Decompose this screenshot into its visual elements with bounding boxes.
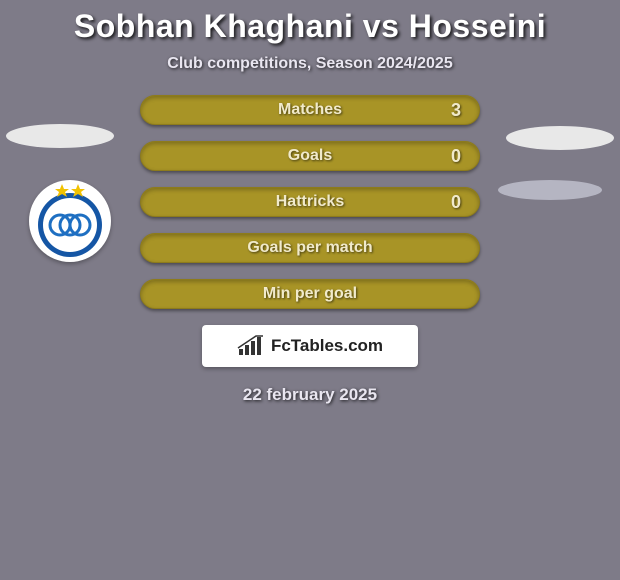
site-attribution: FcTables.com [202,325,418,367]
stat-label: Hattricks [141,193,479,211]
stat-value: 0 [451,146,461,167]
subtitle: Club competitions, Season 2024/2025 [0,55,620,73]
stat-value: 0 [451,192,461,213]
stat-row-min-per-goal: Min per goal [140,279,480,309]
stat-label: Goals per match [141,239,479,257]
stat-value: 3 [451,100,461,121]
bar-chart-icon [237,335,265,357]
stat-label: Matches [141,101,479,119]
stat-row-goals: Goals 0 [140,141,480,171]
stat-row-hattricks: Hattricks 0 [140,187,480,217]
stat-label: Goals [141,147,479,165]
date-label: 22 february 2025 [0,385,620,405]
page-title: Sobhan Khaghani vs Hosseini [0,0,620,45]
stat-rows: Matches 3 Goals 0 Hattricks 0 Goals per … [0,95,620,309]
stat-label: Min per goal [141,285,479,303]
site-label: FcTables.com [271,336,383,356]
content: Sobhan Khaghani vs Hosseini Club competi… [0,0,620,580]
stat-row-matches: Matches 3 [140,95,480,125]
stat-row-goals-per-match: Goals per match [140,233,480,263]
